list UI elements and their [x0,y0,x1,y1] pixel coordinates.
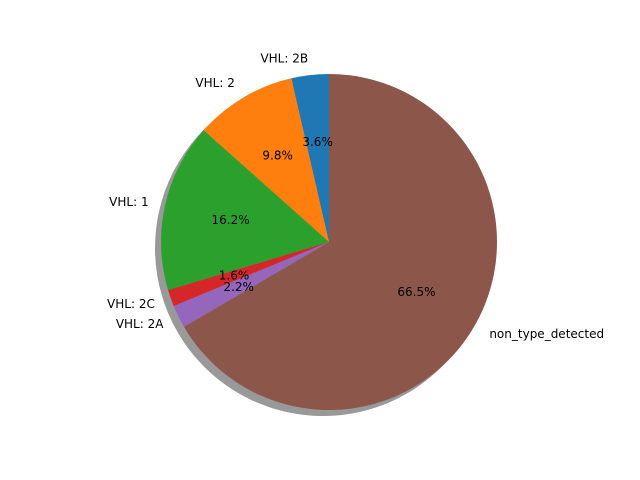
slice-vhl-2b [291,74,329,242]
percent-label-vhl-1: 16.2% [212,213,250,227]
slice-non-type-detected [184,74,498,410]
slice-vhl-2a [173,242,329,327]
percent-label-vhl-2: 9.8% [262,148,293,162]
slice-vhl-1 [160,130,329,291]
slice-vhl-2c [168,242,329,307]
category-label-vhl-2a: VHL: 2A [116,317,164,331]
pie-category-labels: VHL: 2B VHL: 2 VHL: 1 VHL: 2C VHL: 2A non_typ… [107,51,604,341]
pie-slices [160,74,498,410]
category-label-vhl-2: VHL: 2 [195,76,234,90]
percent-label-vhl-2c: 1.6% [219,269,250,283]
pie-percent-labels: 3.6% 9.8% 16.2% 1.6%2.2% 66.5% [212,135,436,299]
percent-label-vhl-2b: 3.6% [302,135,333,149]
category-label-vhl-1: VHL: 1 [109,195,148,209]
percent-label-vhl-2a: 2.2% [223,280,254,294]
category-label-vhl-2b: VHL: 2B [260,51,308,65]
percent-label-non-type-detected: 66.5% [397,285,435,299]
category-label-non-type-detected: non_type_detected [489,327,604,341]
category-label-vhl-2c: VHL: 2C [107,297,155,311]
slice-vhl-2 [203,78,329,242]
